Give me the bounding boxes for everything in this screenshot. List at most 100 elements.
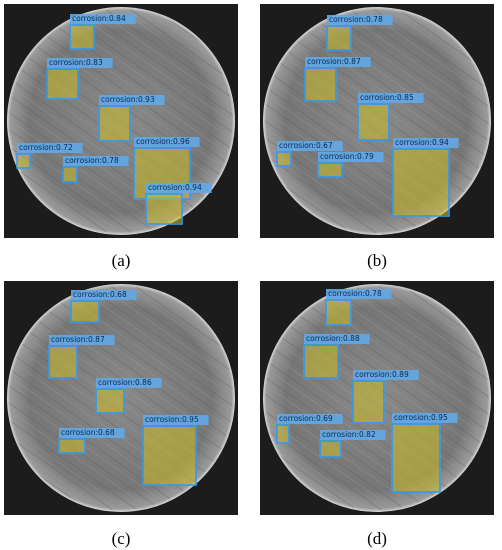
detection-box — [392, 148, 450, 217]
detection-box — [304, 67, 337, 102]
detection-tag: corrosion:0.84 — [72, 14, 126, 23]
corrosion-region — [48, 70, 77, 98]
detection-tag-bg — [393, 138, 459, 148]
detection-box — [317, 162, 343, 178]
panel: corrosion:0.68 corrosion:0.87 corrosion:0.… — [4, 281, 238, 548]
panel: corrosion:0.78 corrosion:0.87 corrosion:0.… — [260, 4, 494, 270]
detection-box — [276, 151, 292, 167]
detection-tag-bg — [277, 141, 343, 151]
detection-tag: corrosion:0.94 — [148, 183, 202, 192]
detection-tag-bg — [353, 370, 419, 380]
detection-tag: corrosion:0.95 — [394, 413, 448, 422]
corrosion-region — [144, 427, 195, 484]
detection-tag: corrosion:0.87 — [51, 335, 105, 344]
corrosion-region — [60, 440, 84, 452]
detection-tag-bg — [392, 413, 458, 423]
detection-tag: corrosion:0.85 — [360, 93, 414, 102]
panel-label: (a) — [112, 251, 131, 270]
corrosion-region — [359, 105, 388, 139]
corrosion-region — [278, 153, 290, 165]
detection-tag: corrosion:0.79 — [320, 152, 374, 161]
detection-tag: corrosion:0.87 — [307, 57, 361, 66]
detection-tag-bg — [320, 430, 386, 440]
corrosion-region — [100, 107, 129, 140]
detection-box — [98, 105, 131, 142]
panel-label: (b) — [367, 251, 387, 270]
corrosion-region — [321, 442, 340, 456]
detection-tag-bg — [305, 57, 371, 67]
detection-tag-bg — [49, 335, 115, 345]
detection-tag-bg — [304, 334, 370, 344]
detection-box — [142, 425, 197, 486]
panel-label: (d) — [367, 529, 387, 548]
corrosion-region — [72, 302, 98, 321]
detection-box — [70, 300, 100, 323]
corrosion-region — [18, 155, 29, 167]
detection-box — [145, 193, 183, 225]
detection-tag-bg — [99, 95, 165, 105]
detection-tag: corrosion:0.93 — [101, 95, 155, 104]
panel-label: (c) — [112, 529, 131, 548]
detection-box — [46, 68, 79, 100]
detection-tag-bg — [59, 428, 125, 438]
corrosion-region — [71, 26, 93, 48]
detection-tag: corrosion:0.94 — [395, 138, 449, 147]
detection-tag: corrosion:0.78 — [328, 289, 382, 298]
detection-tag-bg — [17, 143, 83, 153]
detection-box — [16, 153, 31, 169]
detection-box — [326, 25, 352, 51]
panel: corrosion:0.78 corrosion:0.88 corrosion:0.… — [260, 281, 494, 548]
detection-box — [95, 388, 125, 414]
corrosion-region — [147, 195, 181, 223]
detection-tag: corrosion:0.96 — [136, 137, 190, 146]
detection-tag-bg — [134, 137, 200, 147]
detection-tag-bg — [146, 183, 212, 193]
corrosion-region — [278, 426, 288, 442]
detection-box — [48, 345, 78, 379]
detection-tag: corrosion:0.95 — [145, 415, 199, 424]
corrosion-region — [306, 69, 335, 100]
detection-tag: corrosion:0.68 — [73, 290, 127, 299]
detection-tag-bg — [318, 152, 384, 162]
detection-tag-bg — [277, 414, 343, 424]
panel: corrosion:0.84 corrosion:0.83 corrosion:0.… — [4, 4, 238, 270]
detection-tag-bg — [63, 156, 129, 166]
detection-tag: corrosion:0.88 — [306, 334, 360, 343]
detection-tag-bg — [96, 378, 162, 388]
corrosion-region — [354, 382, 383, 422]
detection-box — [276, 424, 290, 444]
detection-tag-bg — [71, 290, 137, 300]
detection-tag-bg — [70, 14, 136, 24]
corrosion-region — [50, 347, 76, 377]
detection-box — [325, 299, 352, 326]
detection-tag-bg — [326, 289, 392, 299]
corrosion-region — [305, 346, 337, 377]
detection-tag: corrosion:0.82 — [322, 430, 376, 439]
corrosion-region — [328, 27, 350, 49]
corrosion-region — [97, 390, 123, 412]
detection-box — [62, 166, 78, 183]
detection-tag: corrosion:0.89 — [355, 370, 409, 379]
corrosion-region — [319, 164, 341, 176]
detection-box — [303, 344, 339, 379]
detection-box — [391, 423, 441, 493]
detection-tag-bg — [143, 415, 209, 425]
detection-tag: corrosion:0.67 — [279, 141, 333, 150]
detection-tag: corrosion:0.78 — [65, 156, 119, 165]
corrosion-region — [394, 150, 448, 215]
detection-tag-bg — [47, 58, 113, 68]
detection-tag-bg — [358, 93, 424, 103]
detection-tag: corrosion:0.86 — [98, 378, 152, 387]
corrosion-region — [327, 301, 350, 324]
detection-box — [352, 380, 385, 424]
detection-tag-bg — [327, 15, 393, 25]
detection-tag: corrosion:0.68 — [61, 428, 115, 437]
detection-box — [319, 440, 342, 458]
detection-tag: corrosion:0.78 — [329, 15, 383, 24]
detection-box — [58, 438, 86, 454]
detection-tag: corrosion:0.69 — [279, 414, 333, 423]
detection-box — [69, 24, 95, 50]
detection-tag: corrosion:0.83 — [49, 58, 103, 67]
detection-tag: corrosion:0.72 — [19, 143, 73, 152]
